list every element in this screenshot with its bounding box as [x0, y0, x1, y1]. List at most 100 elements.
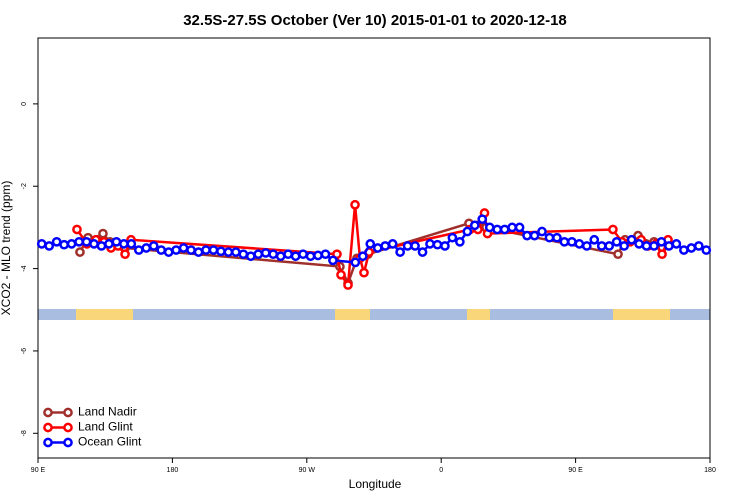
- data-point: [671, 239, 682, 249]
- data-point: [417, 247, 428, 257]
- data-point: [462, 226, 473, 237]
- x-tick-label: 180: [704, 467, 716, 474]
- data-point: [574, 239, 585, 249]
- data-point: [178, 243, 189, 253]
- data-point: [387, 239, 398, 249]
- data-point: [608, 224, 618, 235]
- data-point: [410, 241, 420, 251]
- data-point: [72, 224, 82, 235]
- data-point: [552, 232, 562, 243]
- data-point: [656, 236, 667, 247]
- data-point: [36, 239, 47, 249]
- y-tick-label: -2: [21, 183, 28, 189]
- data-point: [260, 248, 271, 258]
- data-point: [74, 236, 84, 247]
- data-point: [567, 236, 577, 247]
- legend-swatch: [43, 422, 53, 433]
- data-point: [350, 199, 360, 210]
- data-point: [395, 247, 405, 257]
- data-point: [141, 243, 152, 253]
- land-strip: [335, 309, 370, 320]
- data-point: [484, 222, 495, 233]
- legend-swatch: [43, 407, 53, 418]
- data-point: [425, 239, 435, 249]
- data-point: [469, 220, 480, 231]
- data-point: [98, 228, 108, 239]
- data-point: [231, 247, 241, 257]
- data-point: [613, 249, 623, 260]
- data-point: [81, 236, 92, 247]
- x-tick-label: 180: [167, 467, 179, 474]
- legend-swatch: [43, 437, 53, 448]
- land-strip: [613, 309, 670, 320]
- data-point: [171, 245, 181, 255]
- legend-label: Ocean Glint: [78, 435, 142, 449]
- data-point: [148, 241, 159, 251]
- data-point: [238, 249, 249, 260]
- data-point: [133, 245, 144, 255]
- data-point: [611, 236, 622, 247]
- legend-label: Land Glint: [78, 420, 133, 434]
- data-point: [268, 249, 279, 260]
- data-point: [634, 239, 644, 249]
- legend-label: Land Nadir: [78, 405, 137, 419]
- land-strip: [467, 309, 490, 320]
- data-point: [290, 251, 301, 262]
- data-point: [275, 251, 286, 262]
- data-point: [544, 232, 555, 243]
- legend-swatch: [63, 422, 73, 433]
- data-point: [216, 246, 226, 257]
- data-point: [604, 241, 615, 251]
- data-point: [283, 249, 293, 260]
- legend-swatch: [63, 437, 73, 448]
- data-point: [75, 247, 85, 257]
- x-tick-label: 90 W: [299, 467, 316, 474]
- data-point: [537, 226, 547, 237]
- data-point: [372, 243, 383, 253]
- data-point: [522, 230, 532, 241]
- data-point: [208, 245, 219, 255]
- data-point: [440, 241, 450, 251]
- data-point: [343, 280, 353, 290]
- data-point: [350, 257, 361, 268]
- x-tick-label: 90 E: [568, 467, 583, 474]
- x-tick-label: 90 E: [31, 467, 46, 474]
- data-point: [455, 236, 465, 247]
- y-tick-label: -8: [21, 430, 28, 436]
- data-point: [193, 247, 204, 257]
- data-point: [186, 245, 196, 255]
- ocean-strip: [38, 309, 710, 320]
- data-point: [596, 241, 607, 251]
- data-point: [320, 249, 331, 260]
- y-tick-label: -6: [21, 348, 28, 354]
- data-point: [649, 241, 659, 251]
- data-point: [432, 239, 443, 250]
- surface-strip: [38, 309, 710, 320]
- data-point: [328, 255, 338, 266]
- data-point: [619, 241, 629, 251]
- data-point: [253, 249, 264, 260]
- data-point: [380, 241, 391, 251]
- x-axis-label: Longitude: [349, 477, 402, 491]
- land-strip: [76, 309, 133, 320]
- data-point: [589, 234, 600, 245]
- data-point: [44, 241, 55, 251]
- data-point: [701, 245, 712, 255]
- data-point: [163, 247, 174, 257]
- data-point: [402, 241, 413, 251]
- data-point: [679, 245, 689, 255]
- data-point: [245, 251, 256, 262]
- data-point: [641, 241, 652, 251]
- data-point: [664, 241, 674, 251]
- data-point: [359, 267, 369, 278]
- data-point: [559, 236, 570, 247]
- data-point: [89, 239, 99, 249]
- data-point: [357, 251, 368, 262]
- data-point: [126, 239, 137, 249]
- legend-swatch: [63, 407, 73, 418]
- data-point: [507, 222, 517, 233]
- data-point: [581, 241, 592, 251]
- x-tick-label: 0: [439, 467, 443, 474]
- data-point: [66, 239, 77, 249]
